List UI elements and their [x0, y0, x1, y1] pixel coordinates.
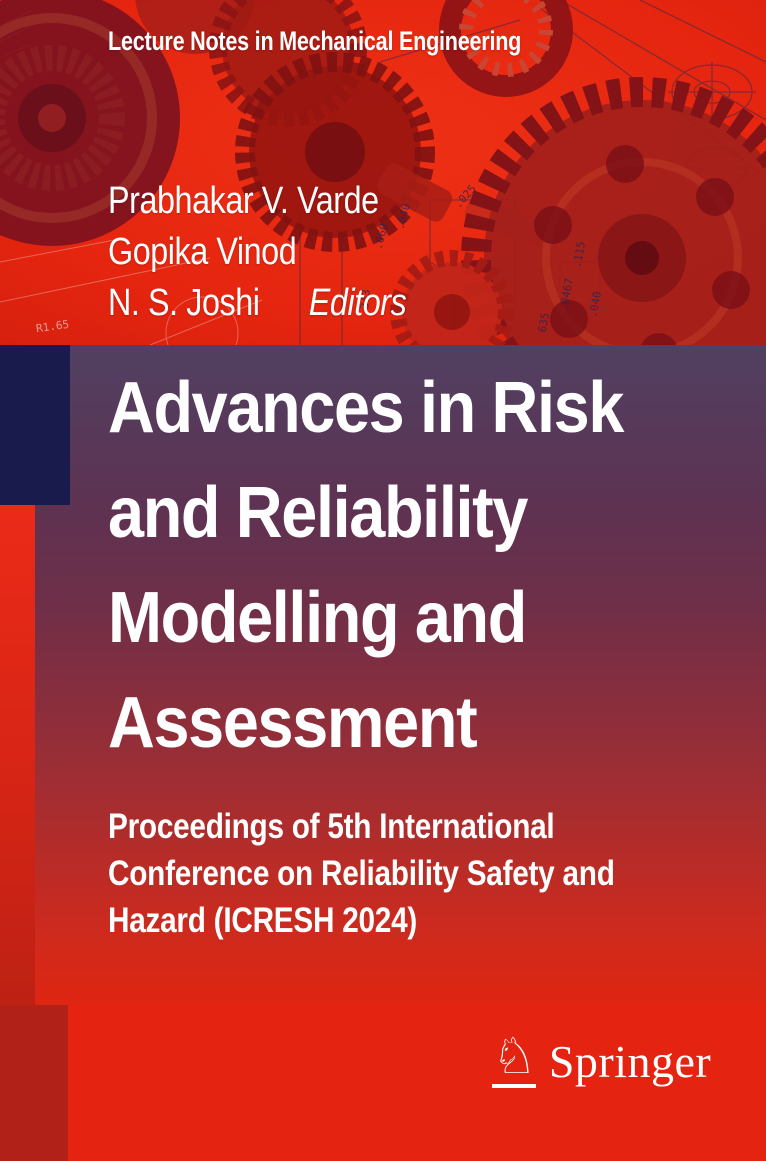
helical-gear-graphic — [461, 77, 766, 345]
book-subtitle-line: Proceedings of 5th International — [108, 807, 555, 846]
publisher-name: Springer — [548, 1035, 712, 1087]
series-title: Lecture Notes in Mechanical Engineering — [108, 26, 522, 56]
logo-underline — [492, 1084, 537, 1088]
book-title-line: Modelling and — [108, 578, 527, 658]
book-subtitle: Proceedings of 5th International Confere… — [108, 803, 615, 944]
editor-name: Prabhakar V. Varde — [108, 180, 379, 222]
editor-name: N. S. Joshi Editors — [108, 278, 407, 329]
bottom-band — [0, 1005, 766, 1161]
book-title-line: Assessment — [108, 683, 478, 763]
ball-bearing-graphic — [439, 0, 573, 97]
top-artwork-band: R1.65 .040 .025 .060 .343 .0467 .115 635… — [0, 0, 766, 345]
book-subtitle-line: Hazard (ICRESH 2024) — [108, 901, 418, 940]
editor-name: Gopika Vinod — [108, 231, 297, 273]
editors-block: Prabhakar V. Varde Gopika Vinod N. S. Jo… — [108, 176, 407, 329]
book-title: Advances in Risk and Reliability Modelli… — [108, 356, 624, 776]
book-subtitle-line: Conference on Reliability Safety and — [108, 854, 615, 893]
book-title-line: and Reliability — [108, 473, 528, 553]
gears-artwork-image — [0, 0, 766, 345]
editors-role-label: Editors — [308, 282, 407, 324]
navy-accent-square — [0, 345, 70, 505]
small-gear-graphic — [390, 250, 514, 345]
title-panel: Advances in Risk and Reliability Modelli… — [0, 345, 766, 1005]
book-title-line: Advances in Risk — [108, 368, 624, 448]
publisher-logo: ♘ Springer — [492, 1030, 711, 1088]
editor-name-text: N. S. Joshi — [108, 282, 260, 324]
gear-pair-graphic — [209, 0, 453, 252]
springer-horse-icon: ♘ — [492, 1030, 537, 1088]
bottom-left-dark-block — [0, 1005, 68, 1161]
pulley-wheel-graphic — [0, 0, 180, 246]
